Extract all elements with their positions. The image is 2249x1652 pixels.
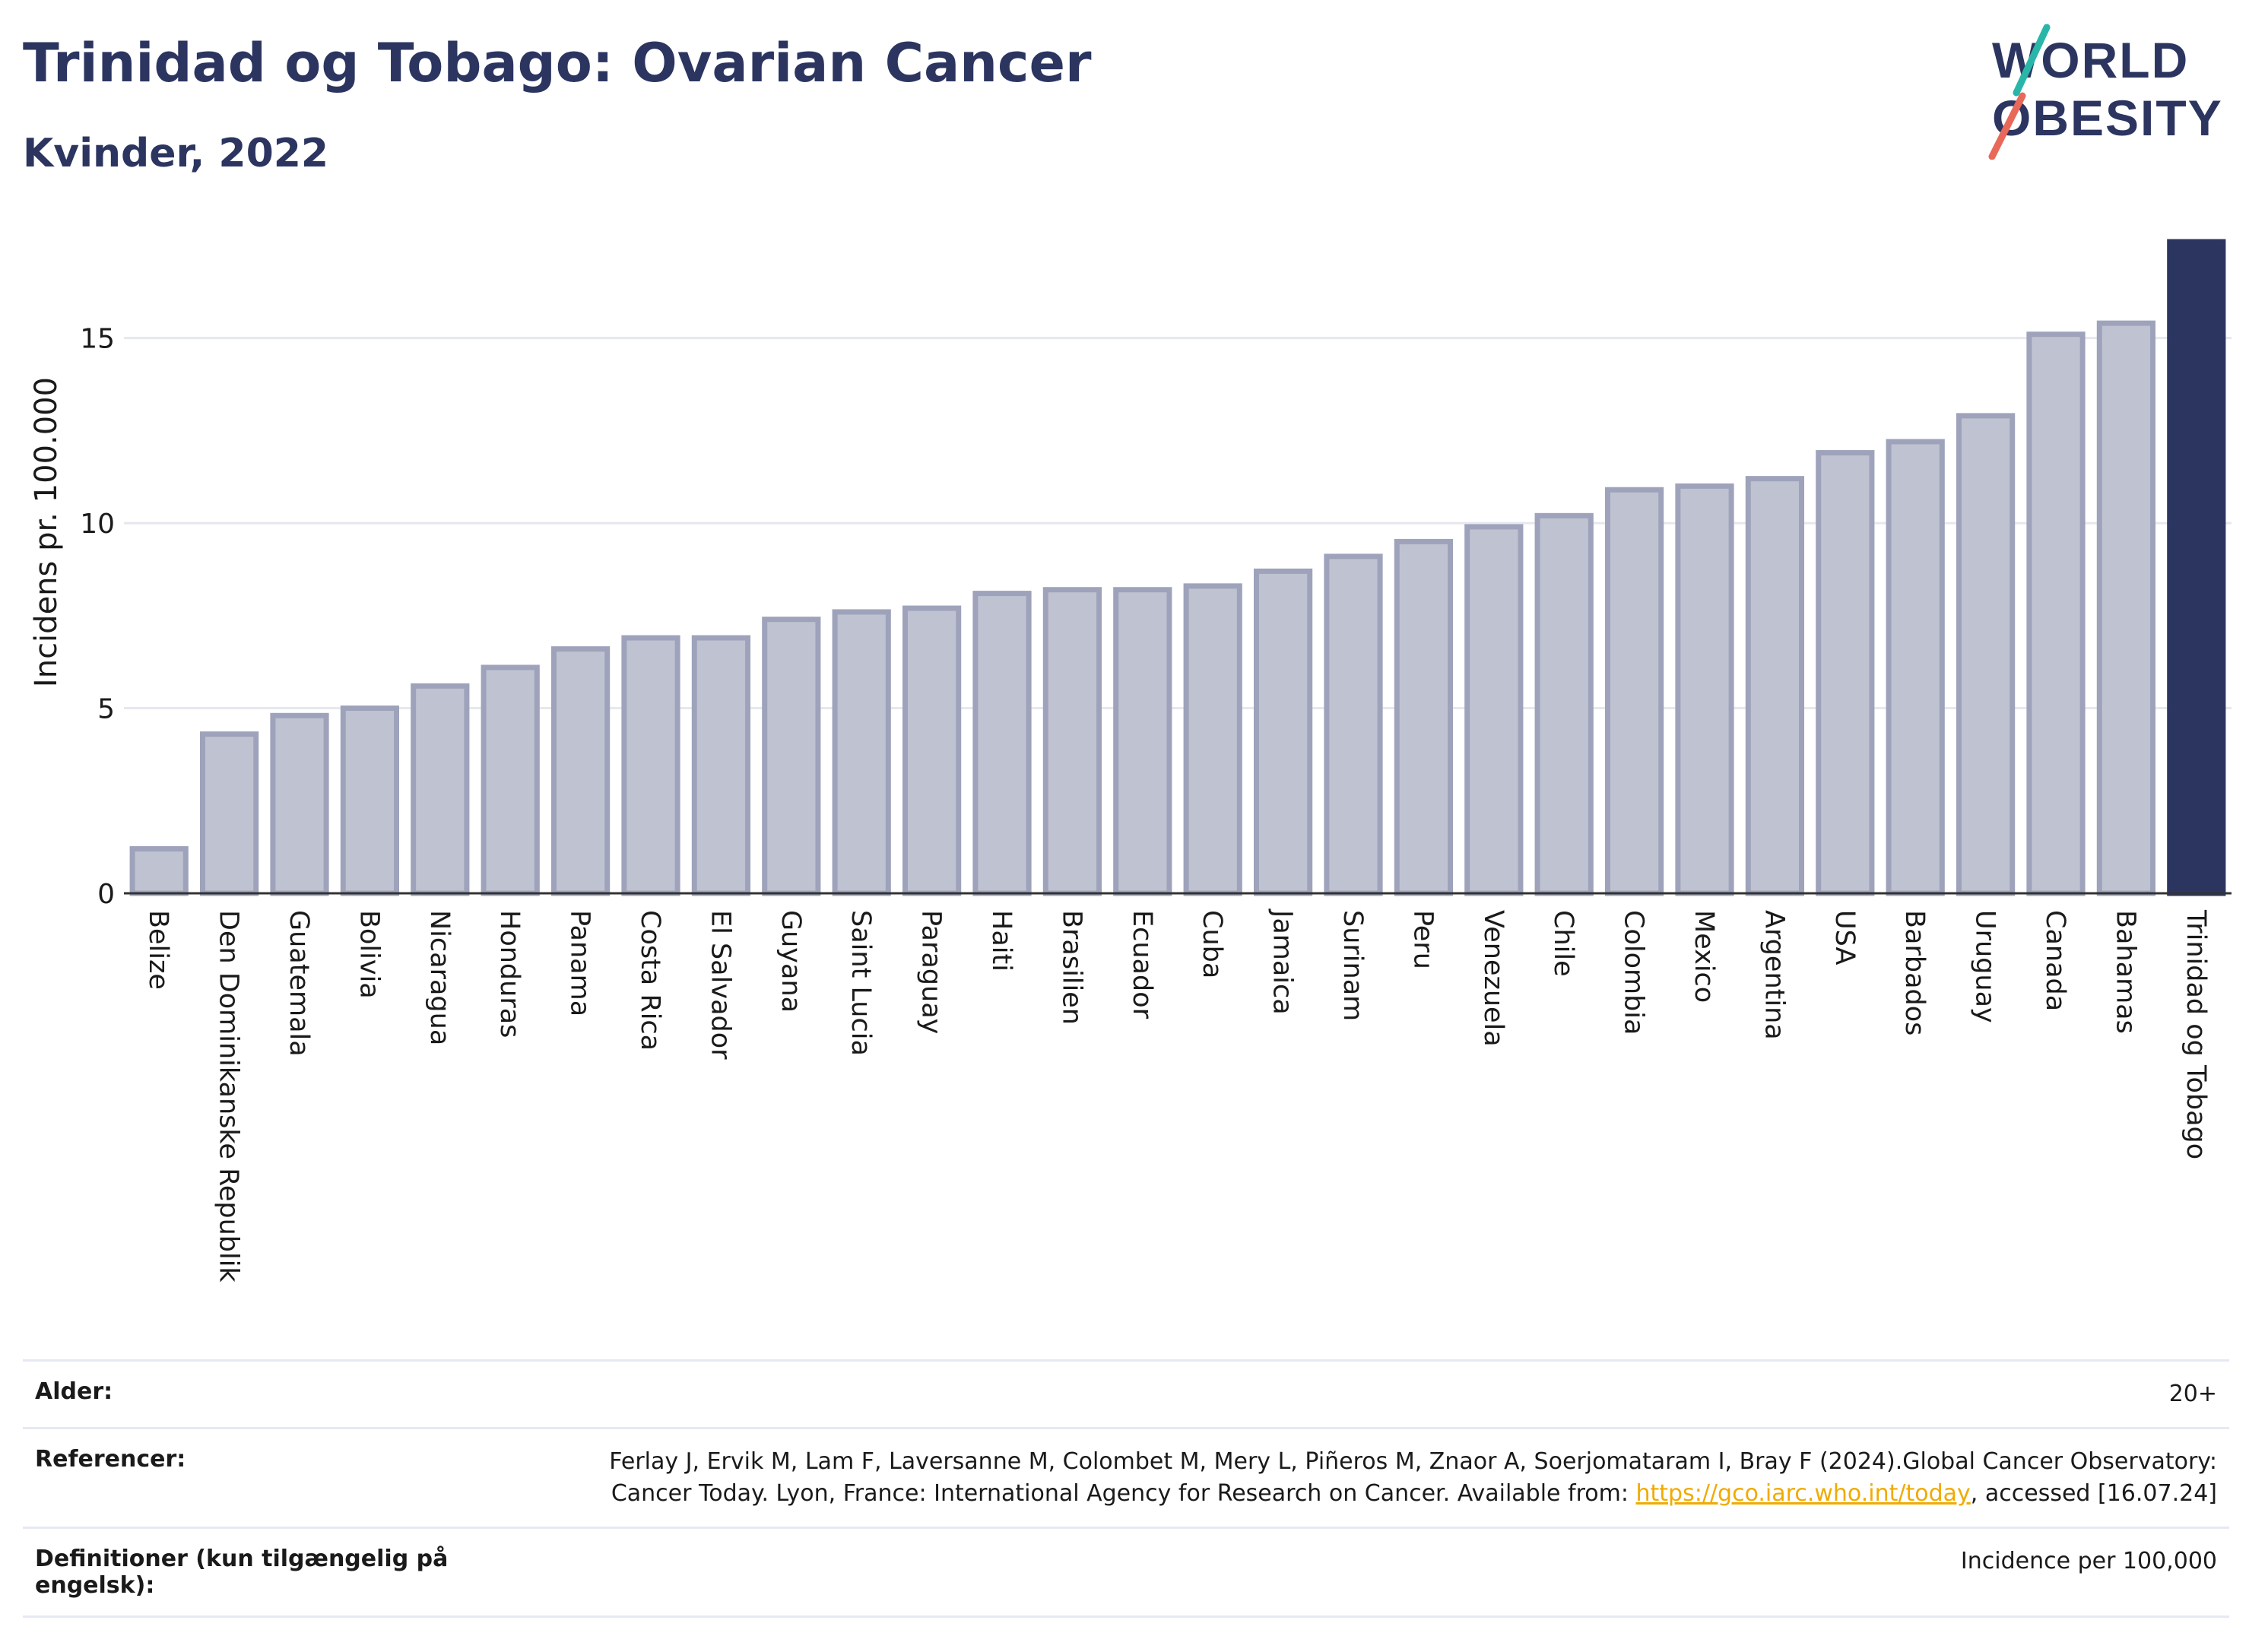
reference-accessed: , accessed [16.07.24]	[1970, 1480, 2217, 1507]
svg-text:OBESITY: OBESITY	[1992, 90, 2223, 146]
references-row: Referencer: Ferlay J, Ervik M, Lam F, La…	[23, 1427, 2229, 1529]
x-tick-label: USA	[1829, 910, 1860, 965]
bar	[1324, 553, 1383, 896]
reference-link[interactable]: https://gco.iarc.who.int/today	[1635, 1480, 1971, 1507]
bar-highlight	[2167, 239, 2226, 896]
y-tick-label: 5	[97, 694, 115, 725]
x-tick-label: Canada	[2040, 910, 2070, 1011]
world-obesity-logo: WORLD OBESITY	[1988, 24, 2223, 160]
x-tick-label: Cuba	[1197, 910, 1227, 978]
x-tick-label: Den Dominikanske Republik	[214, 910, 244, 1283]
bar	[2026, 331, 2086, 896]
bar	[199, 731, 259, 896]
x-tick-label: Bolivia	[354, 910, 384, 999]
x-tick-label: Nicaragua	[424, 910, 455, 1045]
bar	[1394, 538, 1454, 896]
info-table: Alder: 20+ Referencer: Ferlay J, Ervik M…	[23, 1359, 2229, 1618]
bar	[1042, 587, 1102, 896]
bar	[691, 635, 751, 896]
bar	[1956, 413, 2016, 896]
x-tick-label: Guatemala	[284, 910, 314, 1057]
x-tick-label: Chile	[1548, 910, 1578, 977]
bars	[129, 239, 2226, 896]
bar	[1253, 568, 1313, 896]
x-tick-label: Saint Lucia	[845, 910, 876, 1056]
reference-text: Ferlay J, Ervik M, Lam F, Laversanne M, …	[609, 1448, 2217, 1507]
bar	[621, 635, 680, 896]
axes: 0 5 10 15 Belize Den Dominikanske Republik Gua…	[80, 324, 2232, 1283]
bar	[340, 706, 400, 896]
bar	[550, 646, 611, 896]
bar	[270, 712, 329, 896]
x-tick-label: Brasilien	[1056, 910, 1086, 1025]
x-tick-label: Uruguay	[1970, 910, 2000, 1023]
bar	[1183, 583, 1242, 896]
x-tick-label: Panama	[565, 910, 595, 1016]
page-title: Trinidad og Tobago: Ovarian Cancer	[23, 32, 1092, 94]
x-tick-label: Surinam	[1337, 910, 1368, 1021]
bar	[2096, 320, 2156, 896]
x-tick-label: Trinidad og Tobago	[2181, 909, 2211, 1159]
x-tick-label: Guyana	[776, 910, 806, 1013]
bar	[902, 605, 962, 896]
x-tick-label: Jamaica	[1267, 908, 1298, 1015]
definitions-row: Definitioner (kun tilgængelig på engelsk…	[23, 1527, 2229, 1618]
definitions-label: Definitioner (kun tilgængelig på engelsk…	[23, 1527, 579, 1618]
y-tick-label: 15	[80, 324, 115, 355]
bar	[1464, 524, 1524, 896]
page-subtitle: Kvinder, 2022	[23, 131, 329, 176]
bar	[481, 664, 540, 896]
bar	[411, 683, 470, 896]
x-tick-label: El Salvador	[705, 910, 735, 1060]
age-row: Alder: 20+	[23, 1359, 2229, 1429]
bar	[972, 591, 1032, 896]
bar	[762, 617, 821, 896]
x-tick-label: Haiti	[986, 910, 1017, 972]
x-tick-label: Ecuador	[1127, 910, 1157, 1019]
x-tick-label: Mexico	[1689, 910, 1719, 1003]
references-label: Referencer:	[23, 1427, 579, 1529]
bar-chart: 0 5 10 15 Belize Den Dominikanske Republik Gua…	[29, 239, 2232, 1283]
y-tick-label: 0	[97, 879, 115, 910]
x-tick-label: Barbados	[1899, 910, 1930, 1035]
bar	[832, 609, 891, 896]
bar	[1745, 476, 1805, 896]
x-tick-label: Belize	[143, 910, 173, 990]
x-tick-label: Peru	[1407, 910, 1438, 969]
y-tick-label: 10	[80, 509, 115, 540]
bar	[1604, 487, 1664, 896]
y-axis-label: Incidens pr. 100.000	[29, 377, 64, 687]
x-tick-label: Costa Rica	[635, 910, 665, 1051]
definitions-value: Incidence per 100,000	[579, 1527, 2229, 1618]
x-tick-label: Paraguay	[916, 910, 947, 1034]
x-tick-label: Colombia	[1619, 910, 1649, 1035]
bar	[1534, 512, 1594, 896]
references-value: Ferlay J, Ervik M, Lam F, Laversanne M, …	[579, 1427, 2229, 1529]
x-tick-label: Honduras	[494, 910, 525, 1038]
age-value: 20+	[579, 1359, 2229, 1429]
bar	[1113, 587, 1172, 896]
bar	[1675, 483, 1734, 896]
x-tick-label: Argentina	[1759, 910, 1789, 1040]
bar	[1816, 450, 1875, 896]
x-tick-label: Venezuela	[1478, 910, 1508, 1047]
bar	[1886, 439, 1945, 896]
bar	[129, 846, 189, 896]
x-tick-label: Bahamas	[2110, 910, 2140, 1034]
age-label: Alder:	[23, 1359, 579, 1429]
